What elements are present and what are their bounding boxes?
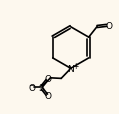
- Text: O: O: [44, 75, 51, 84]
- Text: +: +: [72, 61, 78, 70]
- Text: O: O: [44, 91, 51, 100]
- Text: N: N: [67, 64, 74, 73]
- Text: S: S: [38, 83, 44, 92]
- Text: −: −: [28, 81, 34, 90]
- Text: O: O: [105, 22, 112, 31]
- Text: O: O: [29, 83, 36, 92]
